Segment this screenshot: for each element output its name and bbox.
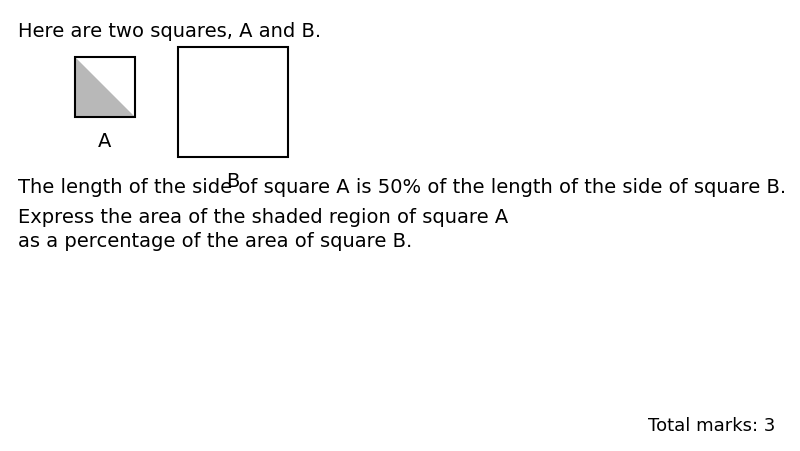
Text: as a percentage of the area of square B.: as a percentage of the area of square B.: [18, 231, 412, 250]
Polygon shape: [75, 58, 135, 118]
Bar: [75, 58, 135, 118]
Bar: [178, 48, 288, 158]
Text: Total marks: 3: Total marks: 3: [648, 416, 775, 434]
Text: B: B: [226, 172, 240, 191]
Text: Express the area of the shaded region of square A: Express the area of the shaded region of…: [18, 207, 508, 226]
Text: Here are two squares, A and B.: Here are two squares, A and B.: [18, 22, 321, 41]
Text: A: A: [98, 132, 112, 151]
Text: The length of the side of square A is 50% of the length of the side of square B.: The length of the side of square A is 50…: [18, 178, 786, 197]
